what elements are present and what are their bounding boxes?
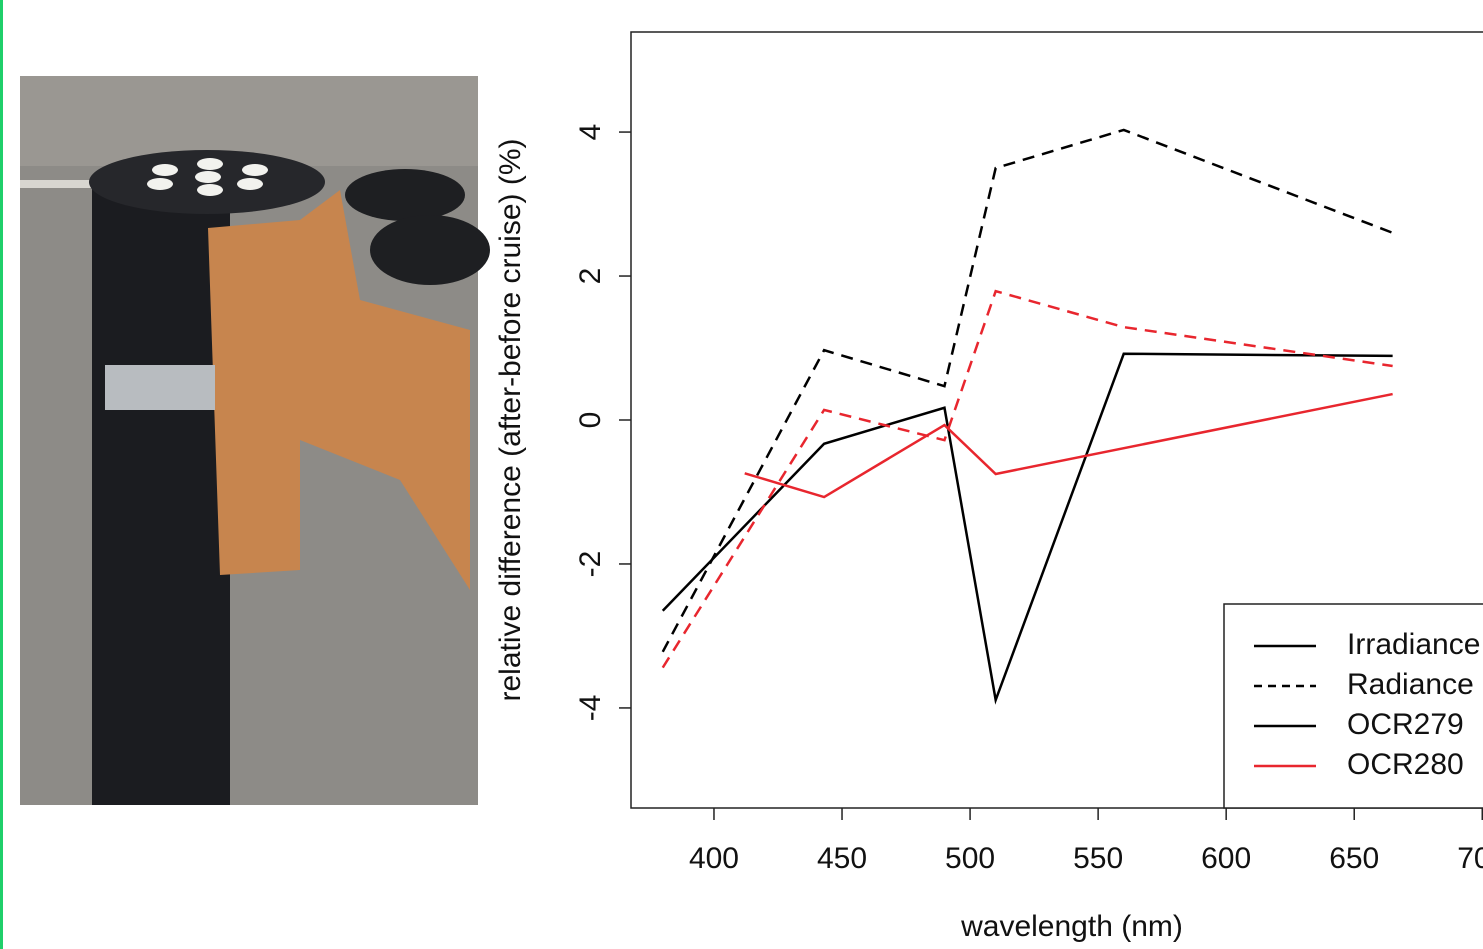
x-tick-label: 400 [689,842,739,875]
y-tick-label: -4 [574,695,607,722]
y-tick-label: 2 [574,268,607,285]
x-tick-label: 650 [1329,842,1379,875]
y-axis-label: relative difference (after-before cruise… [494,139,527,702]
x-tick-label: 700 [1457,842,1483,875]
legend-label: OCR280 [1347,748,1464,781]
legend-label: Radiance [1347,668,1474,701]
series-line [661,289,1393,669]
legend-box [1223,603,1483,809]
x-axis-label: wavelength (nm) [960,910,1183,943]
y-tick-label: -2 [574,551,607,578]
x-tick-label: 550 [1073,842,1123,875]
series-line [661,128,1394,653]
series-line [661,352,1393,705]
x-tick-label: 600 [1201,842,1251,875]
legend-label: Irradiance [1347,628,1480,661]
y-tick-label: 4 [574,124,607,141]
series-line [744,392,1393,499]
x-tick-label: 450 [817,842,867,875]
frame-edge [0,0,3,949]
legend-label: OCR279 [1347,708,1464,741]
y-tick-label: 0 [574,412,607,429]
x-tick-label: 500 [945,842,995,875]
photo [20,76,490,805]
